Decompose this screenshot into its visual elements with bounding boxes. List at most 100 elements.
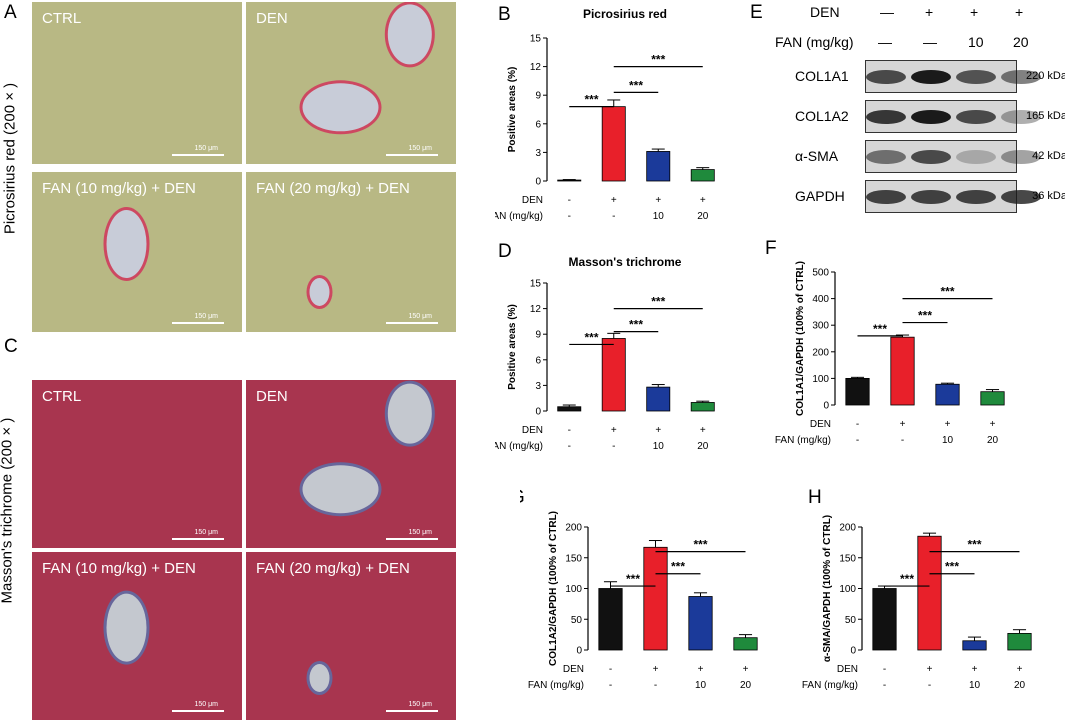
den-value: + — [700, 425, 706, 436]
chart-title: Masson's trichrome — [569, 255, 682, 269]
den-value: - — [883, 664, 886, 675]
fan-value: 20 — [987, 435, 999, 446]
y-axis-label: COL1A1/GAPDH (100% of CTRL) — [795, 261, 806, 416]
bar-2 — [601, 106, 626, 182]
masson-micrograph-3: FAN (10 mg/kg) + DEN 150 μm — [32, 552, 242, 720]
y-tick-label: 400 — [812, 294, 829, 305]
significance-label: *** — [629, 78, 643, 92]
chart-title: Picrosirius red — [583, 7, 667, 21]
blot-band — [866, 69, 906, 84]
significance-label: *** — [967, 538, 981, 552]
tissue-texture — [299, 2, 435, 135]
significance-label: *** — [651, 295, 665, 309]
blot-strip — [865, 140, 1041, 173]
y-axis-label: α-SMA/GAPDH (100% of CTRL) — [822, 515, 833, 662]
blot-band — [911, 69, 951, 84]
blot-row-label: GAPDH — [795, 188, 845, 204]
fan-value: 10 — [653, 211, 665, 222]
panel-letter-b: B — [498, 4, 511, 25]
den-value: + — [743, 664, 749, 675]
blot-band — [1001, 69, 1041, 84]
significance-label: *** — [945, 560, 959, 574]
bar-4 — [690, 402, 715, 412]
tissue-texture — [299, 380, 435, 517]
micrograph-label: CTRL — [42, 388, 82, 405]
picrosirius-micrograph-4: FAN (20 mg/kg) + DEN 150 μm — [246, 172, 456, 332]
scale-bar-label: 150 μm — [194, 529, 219, 536]
y-tick-label: 6 — [535, 355, 541, 366]
y-tick-label: 0 — [850, 646, 856, 657]
blot-band — [866, 109, 906, 124]
bar-3 — [688, 596, 713, 651]
significance-label: *** — [651, 53, 665, 67]
fan-value: 20 — [697, 441, 709, 452]
den-row-label: DEN — [522, 195, 543, 206]
y-tick-label: 9 — [535, 91, 541, 102]
scale-bar — [386, 322, 438, 324]
bar-1 — [872, 588, 897, 651]
den-value: + — [653, 664, 659, 675]
blot-kda-label: 42 kDa — [1032, 150, 1065, 162]
bar-2 — [601, 338, 626, 412]
panel-letter-h: H — [808, 487, 822, 508]
den-value: - — [568, 425, 571, 436]
den-value: + — [655, 195, 661, 206]
micrograph-label: FAN (20 mg/kg) + DEN — [256, 180, 410, 197]
tissue-texture — [103, 207, 150, 281]
panel-letter-a: A — [4, 2, 17, 23]
scale-bar — [386, 154, 438, 156]
tissue-texture — [32, 380, 242, 548]
fan-row-label: FAN (mg/kg) — [495, 441, 543, 452]
significance-label: *** — [671, 560, 685, 574]
fan-row-label: FAN (mg/kg) — [495, 211, 543, 222]
y-tick-label: 12 — [530, 62, 542, 73]
significance-label: *** — [693, 538, 707, 552]
picrosirius-micrograph-1: CTRL 150 μm — [32, 2, 242, 164]
scale-bar-label: 150 μm — [408, 145, 433, 152]
bar-4 — [690, 169, 715, 182]
blot-fan-label: FAN (mg/kg) — [775, 34, 854, 50]
significance-label: *** — [900, 572, 914, 586]
den-value: + — [945, 419, 951, 430]
significance-label: *** — [629, 318, 643, 332]
fan-row-label: FAN (mg/kg) — [528, 680, 584, 691]
den-value: + — [655, 425, 661, 436]
significance-label: *** — [584, 330, 598, 344]
y-axis-label: COL1A2/GAPDH (100% of CTRL) — [548, 511, 559, 666]
y-axis-label: Positive areas (%) — [507, 67, 518, 153]
fan-value: 10 — [695, 680, 707, 691]
y-tick-label: 200 — [565, 523, 582, 534]
blot-den-label: DEN — [810, 4, 840, 20]
tissue-texture — [103, 590, 150, 665]
scale-bar — [172, 538, 224, 540]
picrosirius-side-label: Picrosirius red (200 × ) — [1, 82, 19, 235]
blot-den-value: + — [970, 4, 979, 20]
panel-letter-d: D — [498, 241, 512, 262]
bar-1 — [845, 377, 870, 406]
blot-den-value: + — [925, 4, 934, 20]
bar-4 — [733, 637, 758, 651]
y-tick-label: 3 — [535, 381, 541, 392]
bar-2 — [643, 546, 668, 651]
blot-band — [911, 149, 951, 164]
blot-band — [1001, 149, 1041, 164]
blot-row-label: COL1A2 — [795, 108, 849, 124]
chart-b: B Picrosirius red 0 3 6 9 12 15 Positive areas (… — [495, 4, 715, 222]
masson-micrograph-1: CTRL 150 μm — [32, 380, 242, 548]
scale-bar-label: 150 μm — [408, 313, 433, 320]
y-tick-label: 0 — [823, 401, 829, 412]
y-axis-label: Positive areas (%) — [507, 304, 518, 390]
bar-3 — [962, 640, 987, 651]
y-tick-label: 150 — [565, 553, 582, 564]
den-value: + — [698, 664, 704, 675]
micrograph-label: CTRL — [42, 10, 82, 27]
fan-value: - — [568, 211, 571, 222]
y-tick-label: 100 — [812, 374, 829, 385]
blot-strip — [865, 100, 1041, 133]
y-tick-label: 150 — [839, 553, 856, 564]
y-tick-label: 500 — [812, 268, 829, 279]
blot-row-label: α-SMA — [795, 148, 839, 164]
y-tick-label: 200 — [812, 347, 829, 358]
blot-kda-label: 165 kDa — [1026, 110, 1065, 122]
y-tick-label: 6 — [535, 119, 541, 130]
